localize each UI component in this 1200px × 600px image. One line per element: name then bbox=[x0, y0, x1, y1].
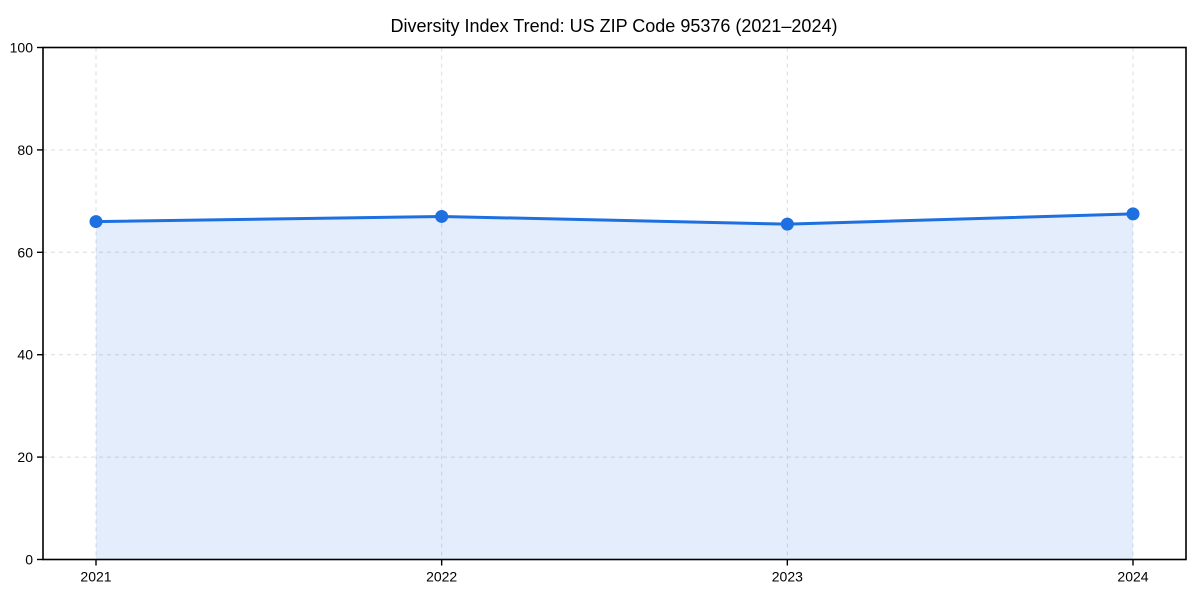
data-point-2022 bbox=[435, 209, 449, 223]
y-tick-label: 60 bbox=[17, 244, 33, 260]
plot-frame bbox=[42, 46, 1187, 561]
y-tick-label: 20 bbox=[17, 449, 33, 465]
x-tick-label: 2023 bbox=[772, 569, 803, 585]
data-point-2023 bbox=[780, 217, 794, 231]
data-point-2024 bbox=[1126, 207, 1140, 221]
x-tick-label: 2021 bbox=[80, 569, 111, 585]
area-fill bbox=[96, 213, 1133, 560]
y-tick-label: 40 bbox=[17, 347, 33, 363]
y-tick-label: 100 bbox=[10, 40, 34, 56]
y-tick-label: 0 bbox=[25, 552, 33, 568]
axis-layer: 0 20 40 60 80 100 2021 2022 2023 2024 bbox=[10, 40, 1187, 585]
area-layer bbox=[96, 213, 1133, 560]
x-tick-label: 2024 bbox=[1117, 569, 1148, 585]
y-tick-label: 80 bbox=[17, 142, 33, 158]
x-tick-label: 2022 bbox=[426, 569, 457, 585]
chart-title: Diversity Index Trend: US ZIP Code 95376… bbox=[391, 16, 838, 36]
data-point-2021 bbox=[89, 215, 103, 229]
grid-layer bbox=[43, 47, 1186, 560]
line-layer bbox=[89, 207, 1140, 231]
trend-line bbox=[94, 212, 1135, 226]
